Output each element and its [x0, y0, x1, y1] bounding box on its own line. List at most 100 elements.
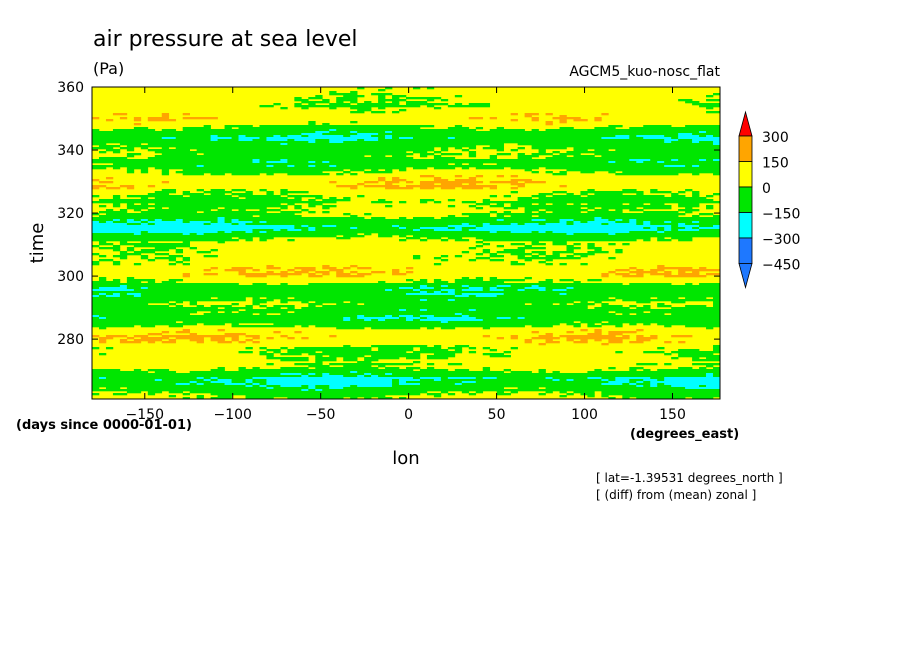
field-cell: [210, 305, 232, 308]
field-cell: [133, 127, 149, 130]
field-cell: [587, 243, 595, 246]
field-cell: [636, 273, 644, 276]
field-cell: [419, 347, 442, 350]
field-cell: [412, 217, 435, 220]
field-cell: [231, 137, 239, 140]
field-cell: [245, 347, 253, 350]
field-cell: [287, 269, 295, 272]
field-cell: [538, 211, 546, 214]
field-cell: [119, 209, 128, 212]
field-cell: [294, 103, 302, 106]
field-cell: [92, 381, 190, 384]
field-cell: [92, 159, 253, 162]
field-cell: [685, 211, 693, 214]
field-cell: [622, 275, 644, 278]
field-cell: [140, 241, 149, 244]
x-tick-label: 150: [659, 407, 686, 423]
field-cell: [308, 275, 323, 278]
field-cell: [699, 385, 707, 388]
field-cell: [657, 227, 665, 230]
field-cell: [252, 341, 260, 344]
field-cell: [266, 193, 274, 196]
field-cell: [699, 267, 707, 270]
field-cell: [378, 139, 665, 142]
field-cell: [308, 375, 323, 378]
field-cell: [154, 167, 407, 170]
field-cell: [126, 153, 142, 156]
field-cell: [692, 103, 721, 106]
field-cell: [147, 221, 184, 224]
field-cell: [433, 291, 442, 294]
field-cell: [98, 327, 107, 330]
field-cell: [678, 137, 721, 140]
field-cell: [629, 271, 658, 274]
field-cell: [678, 269, 721, 272]
field-cell: [580, 171, 595, 174]
field-cell: [454, 163, 463, 166]
field-cell: [510, 191, 518, 194]
field-cell: [671, 301, 686, 304]
field-cell: [210, 339, 225, 342]
field-cell: [287, 307, 295, 310]
field-cell: [147, 287, 400, 290]
field-cell: [482, 223, 491, 226]
field-cell: [615, 251, 623, 254]
field-cell: [664, 383, 721, 386]
field-cell: [252, 161, 260, 164]
field-cell: [189, 195, 232, 198]
field-cell: [126, 205, 288, 208]
field-cell: [503, 369, 511, 372]
field-cell: [559, 221, 567, 224]
field-cell: [98, 295, 107, 298]
field-cell: [685, 325, 721, 328]
field-cell: [713, 135, 721, 138]
field-cell: [392, 131, 700, 134]
field-cell: [105, 347, 114, 350]
field-cell: [608, 243, 616, 246]
field-cell: [566, 337, 630, 340]
field-cell: [678, 139, 693, 142]
field-cell: [161, 281, 177, 284]
field-cell: [538, 261, 546, 264]
field-cell: [259, 159, 281, 162]
field-cell: [419, 349, 449, 352]
field-cell: [573, 325, 581, 328]
field-cell: [601, 275, 609, 278]
field-cell: [357, 317, 400, 320]
field-cell: [433, 229, 463, 232]
field-cell: [399, 379, 421, 382]
field-cell: [433, 157, 456, 160]
field-cell: [294, 311, 609, 314]
field-cell: [587, 203, 623, 206]
field-cell: [412, 377, 421, 380]
field-cell: [92, 301, 170, 304]
field-cell: [245, 305, 253, 308]
field-cell: [475, 295, 498, 298]
field-cell: [426, 357, 449, 360]
field-cell: [636, 223, 644, 226]
field-cell: [259, 231, 267, 234]
field-cell: [559, 171, 567, 174]
field-cell: [308, 203, 323, 206]
field-cell: [461, 187, 484, 190]
field-cell: [385, 315, 393, 318]
field-cell: [664, 363, 672, 366]
field-cell: [454, 291, 721, 294]
field-cell: [378, 133, 679, 136]
field-cell: [168, 263, 177, 266]
field-cell: [475, 377, 484, 380]
field-cell: [168, 395, 177, 398]
field-cell: [259, 385, 267, 388]
field-cell: [322, 205, 337, 208]
field-cell: [489, 279, 525, 282]
field-cell: [364, 315, 386, 318]
field-cell: [650, 189, 658, 192]
x-tick-label: 100: [571, 407, 598, 423]
field-cell: [126, 171, 135, 174]
field-cell: [378, 319, 386, 322]
field-cell: [301, 101, 330, 104]
field-cell: [92, 369, 121, 372]
field-cell: [629, 283, 672, 286]
field-cell: [419, 199, 435, 202]
field-cell: [447, 137, 456, 140]
